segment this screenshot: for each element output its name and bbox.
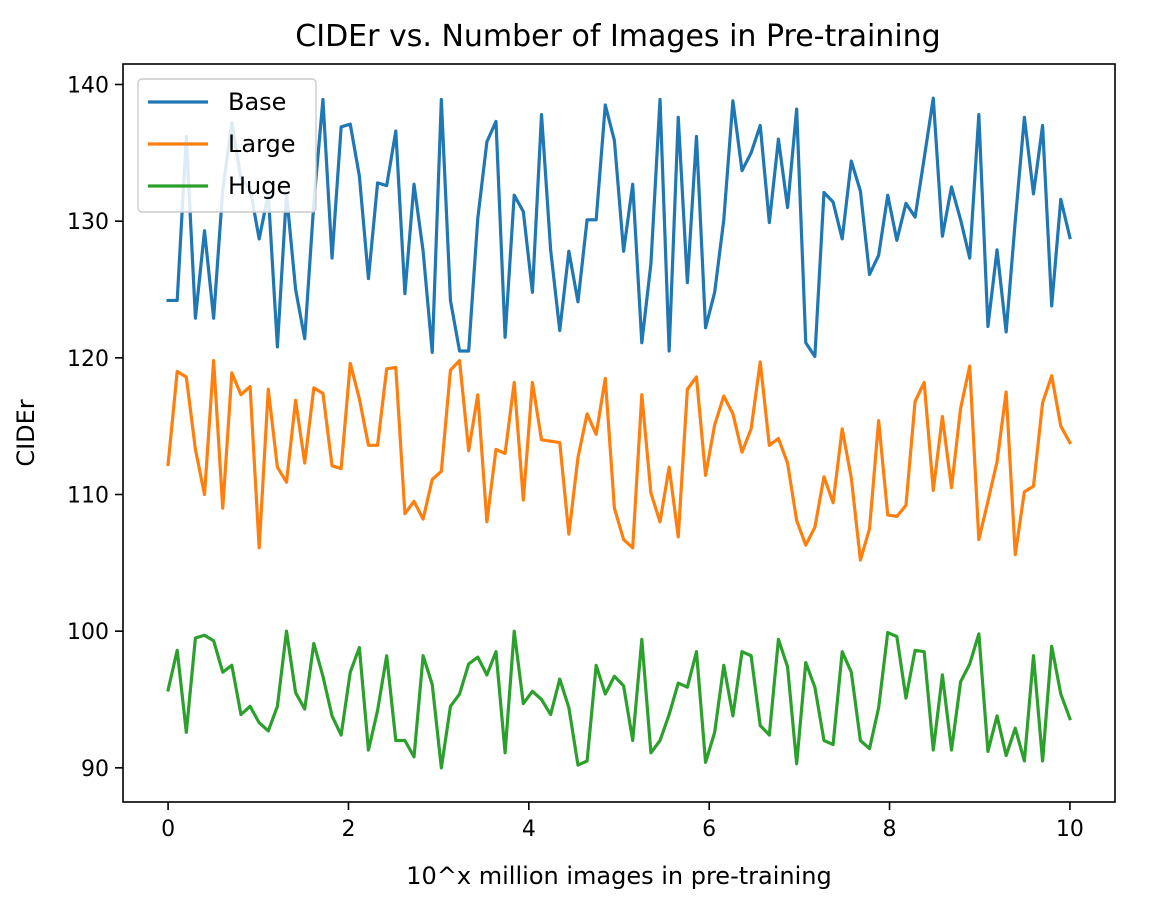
legend-box [137, 78, 317, 213]
legend-label-huge: Huge [228, 172, 291, 200]
legend: Base Large Huge [137, 78, 317, 213]
y-tick-label: 140 [67, 74, 109, 99]
y-tick-label: 120 [67, 347, 109, 372]
series-layer [166, 96, 1073, 770]
plot-frame [122, 63, 1116, 803]
chart-title: CIDEr vs. Number of Images in Pre-traini… [295, 19, 940, 54]
legend-entries: Base Large Huge [148, 88, 296, 200]
x-tick-label: 6 [702, 817, 716, 842]
series-line-base [166, 96, 1072, 359]
x-tick-label: 2 [341, 817, 355, 842]
y-tick-label: 100 [67, 620, 109, 645]
x-tick-label: 0 [161, 817, 175, 842]
y-axis: 90 100 110 120 130 140 [67, 74, 123, 782]
x-tick-label: 10 [1056, 817, 1084, 842]
series-line-huge [166, 629, 1072, 770]
x-axis: 0 2 4 6 8 10 [161, 802, 1084, 842]
y-axis-label: CIDEr [12, 399, 40, 466]
y-tick-label: 130 [67, 210, 109, 235]
x-tick-label: 4 [522, 817, 536, 842]
legend-label-base: Base [228, 88, 286, 116]
legend-label-large: Large [228, 130, 296, 158]
x-axis-label: 10^x million images in pre-training [406, 862, 831, 890]
series-line-large [166, 358, 1073, 562]
y-tick-label: 90 [81, 757, 109, 782]
x-tick-label: 8 [883, 817, 897, 842]
y-tick-label: 110 [67, 484, 109, 509]
